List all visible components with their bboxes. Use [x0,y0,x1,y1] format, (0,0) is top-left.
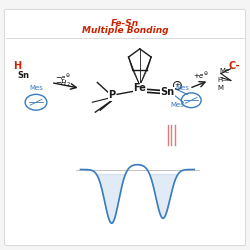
Text: Sn: Sn [17,71,29,80]
Text: H: H [13,61,22,71]
Text: C-: C- [229,61,240,71]
Text: Fe-Sn: Fe-Sn [111,19,139,28]
Text: P: P [108,90,116,100]
Text: $+e^{\ominus}$: $+e^{\ominus}$ [193,70,209,81]
Text: Fe: Fe [134,84,146,94]
Text: Me: Me [219,68,229,73]
Text: $-H_2$: $-H_2$ [55,78,70,88]
Text: Sn: Sn [160,87,174,97]
FancyBboxPatch shape [4,9,246,246]
Text: Mes: Mes [176,86,189,91]
Text: Mes: Mes [29,86,43,91]
Text: Multiple Bonding: Multiple Bonding [82,26,168,35]
Text: $-e^{\ominus}$: $-e^{\ominus}$ [55,72,71,83]
Text: Mes: Mes [170,102,184,108]
Text: +: + [174,82,180,88]
Text: M: M [217,86,223,91]
Text: H—: H— [217,78,229,84]
